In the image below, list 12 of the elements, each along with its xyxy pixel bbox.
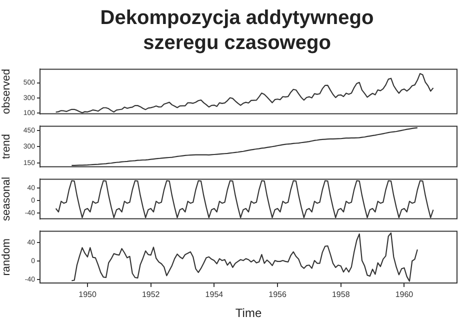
- x-tick-label: 1960: [395, 290, 414, 300]
- y-axis-title: observed: [0, 68, 13, 114]
- x-tick-label: 1954: [205, 290, 224, 300]
- chart-title: Dekompozycja addytywnego szeregu czasowego: [99, 6, 375, 56]
- x-axis-title: Time: [235, 306, 262, 320]
- x-tick-label: 1952: [142, 290, 160, 300]
- y-axis-title: random: [0, 238, 13, 276]
- x-tick-label: 1956: [268, 290, 287, 300]
- x-tick-label: 1950: [78, 290, 97, 300]
- x-tick-label: 1958: [332, 290, 350, 300]
- y-axis-title: seasonal: [0, 176, 13, 222]
- y-axis-title: trend: [0, 134, 13, 160]
